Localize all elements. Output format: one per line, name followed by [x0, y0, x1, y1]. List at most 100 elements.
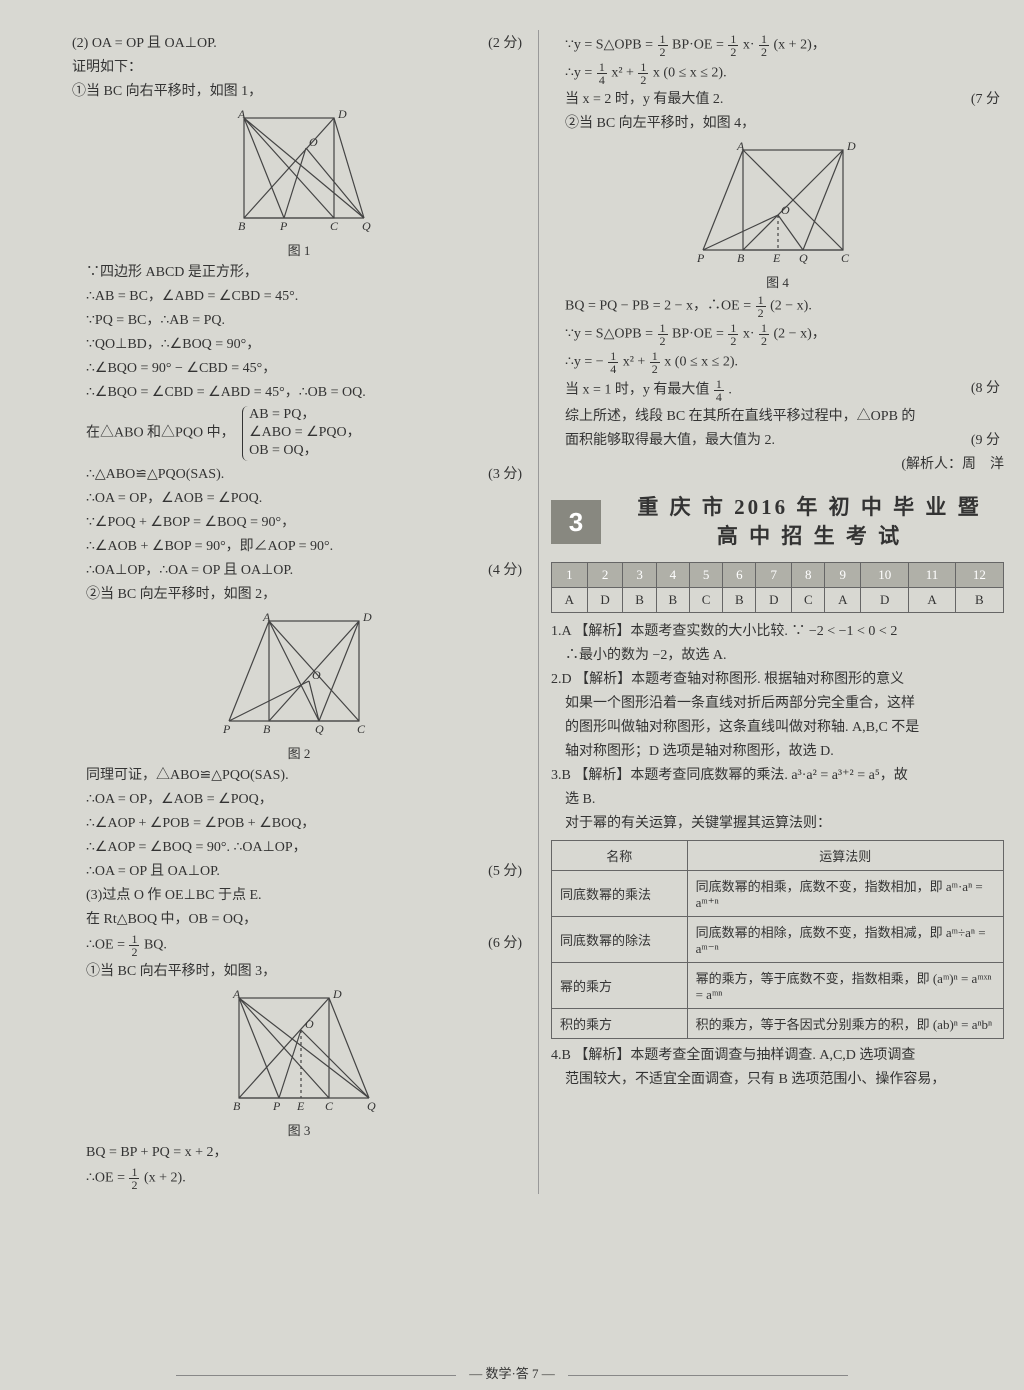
text-span: ∴OE = — [86, 1170, 128, 1185]
fraction: 12 — [728, 322, 738, 347]
score-mark: (9 分 — [971, 430, 1000, 451]
text-span: (x + 2)， — [774, 38, 826, 53]
text-line: ∴OA = OP，∠AOB = ∠POQ， — [72, 789, 526, 810]
text-line: ①当 BC 向右平移时，如图 1， — [72, 81, 526, 102]
text-line: ∵∠POQ + ∠BOP = ∠BOQ = 90°， — [72, 512, 526, 533]
section-header: 3 重 庆 市 2016 年 初 中 毕 业 暨 高 中 招 生 考 试 — [551, 493, 1004, 552]
text-span: (2 − x). — [770, 299, 812, 314]
author-line: (解析人：周 洋 — [551, 454, 1004, 475]
brace-group: AB = PQ， ∠ABO = ∠PQO， OB = OQ， — [242, 406, 361, 461]
svg-text:D: D — [337, 108, 347, 121]
text-line: ∵y = S△OPB = 12 BP·OE = 12 x· 12 (2 − x)… — [551, 322, 1004, 347]
svg-text:E: E — [296, 1099, 305, 1113]
text-span: x² + — [623, 355, 649, 370]
text-line: (2) OA = OP 且 OA⊥OP. (2 分) — [72, 33, 526, 54]
fraction: 14 — [608, 350, 618, 375]
text-line: ∵PQ = BC，∴AB = PQ. — [72, 310, 526, 331]
text-span: (x + 2). — [144, 1170, 186, 1185]
svg-text:A: A — [232, 988, 241, 1001]
proof-step: (2) OA = OP 且 OA⊥OP. — [72, 36, 217, 51]
fraction: 12 — [658, 322, 668, 347]
footer-text: 数学·答 7 — [485, 1366, 538, 1381]
analysis-line: 2.D 【解析】本题考查轴对称图形. 根据轴对称图形的意义 — [551, 669, 1004, 690]
fraction: 12 — [658, 33, 668, 58]
text-line: ∴y = − 14 x² + 12 x (0 ≤ x ≤ 2). — [551, 350, 1004, 375]
table-cell: 幂的乘方 — [552, 962, 688, 1008]
table-header: 5 — [689, 562, 722, 587]
score-mark: (8 分 — [971, 378, 1000, 399]
score-mark: (5 分) — [488, 861, 522, 882]
analysis-line: ∴最小的数为 −2，故选 A. — [551, 645, 1004, 666]
text-line: ∴△ABO≌△PQO(SAS). (3 分) — [72, 464, 526, 485]
text-line: 当 x = 2 时，y 有最大值 2. (7 分 — [551, 89, 1004, 110]
svg-text:O: O — [781, 203, 790, 217]
text-line: (3)过点 O 作 OE⊥BC 于点 E. — [72, 885, 526, 906]
svg-text:C: C — [357, 722, 366, 736]
figure-label: 图 3 — [72, 1120, 526, 1139]
text-span: (2 − x)， — [774, 327, 826, 342]
text-span: x (0 ≤ x ≤ 2). — [653, 66, 727, 81]
text-line: 面积能够取得最大值，最大值为 2. (9 分 — [551, 430, 1004, 451]
fraction: 12 — [650, 350, 660, 375]
svg-text:B: B — [233, 1099, 241, 1113]
table-header: 运算法则 — [687, 840, 1003, 870]
text-span: ∵y = S△OPB = — [565, 38, 657, 53]
analysis-line: 范围较大，不适宜全面调查，只有 B 选项范围小、操作容易， — [551, 1069, 1004, 1090]
score-mark: (6 分) — [488, 933, 522, 954]
table-cell: A — [909, 587, 956, 612]
score-mark: (7 分 — [971, 89, 1000, 110]
fraction: 12 — [759, 33, 769, 58]
table-header: 3 — [623, 562, 656, 587]
analysis-line: 3.B 【解析】本题考查同底数幂的乘法. a³·a² = a³⁺² = a⁵，故 — [551, 765, 1004, 786]
table-cell: D — [756, 587, 792, 612]
analysis-line: 对于幂的有关运算，关键掌握其运算法则： — [551, 813, 1004, 834]
text-span: x² + — [611, 66, 637, 81]
text-line: 当 x = 1 时，y 有最大值 14 . (8 分 — [551, 378, 1004, 403]
fraction: 12 — [759, 322, 769, 347]
svg-text:O: O — [312, 668, 321, 682]
table-cell: C — [792, 587, 825, 612]
text-line: ∵四边形 ABCD 是正方形， — [72, 262, 526, 283]
text-span: 在△ABO 和△PQO 中， — [86, 426, 235, 441]
figure-label: 图 2 — [72, 743, 526, 762]
table-cell: 同底数幂的相乘，底数不变，指数相加，即 aᵐ·aⁿ = aᵐ⁺ⁿ — [687, 870, 1003, 916]
text-line: ∴∠BQO = ∠CBD = ∠ABD = 45°，∴OB = OQ. — [72, 382, 526, 403]
title-line: 重 庆 市 2016 年 初 中 毕 业 暨 — [615, 493, 1004, 522]
text-span: ∴△ABO≌△PQO(SAS). — [86, 467, 224, 482]
table-header-row: 名称 运算法则 — [552, 840, 1004, 870]
table-cell: A — [552, 587, 588, 612]
text-line: ∴∠AOP + ∠POB = ∠POB + ∠BOQ， — [72, 813, 526, 834]
figure-3: AD O BP EC Q 图 3 — [72, 988, 526, 1139]
text-span: ∴OE = — [86, 937, 128, 952]
text-line: ∴OA = OP 且 OA⊥OP. (5 分) — [72, 861, 526, 882]
svg-text:B: B — [737, 251, 745, 265]
text-line: ∵QO⊥BD，∴∠BOQ = 90°， — [72, 334, 526, 355]
svg-text:Q: Q — [367, 1099, 376, 1113]
score-mark: (4 分) — [488, 560, 522, 581]
table-row: ADBBCBDCADAB — [552, 587, 1004, 612]
analysis-line: 如果一个图形沿着一条直线对折后两部分完全重合，这样 — [551, 693, 1004, 714]
figure-label: 图 4 — [551, 272, 1004, 291]
svg-text:P: P — [272, 1099, 281, 1113]
text-line: BQ = BP + PQ = x + 2， — [72, 1142, 526, 1163]
table-cell: B — [623, 587, 656, 612]
text-line: ②当 BC 向左平移时，如图 2， — [72, 584, 526, 605]
text-span: ∴OA⊥OP，∴OA = OP 且 OA⊥OP. — [86, 563, 293, 578]
fraction: 12 — [129, 933, 139, 958]
text-span: . — [728, 383, 732, 398]
right-column: ∵y = S△OPB = 12 BP·OE = 12 x· 12 (x + 2)… — [538, 30, 1016, 1194]
fraction: 12 — [728, 33, 738, 58]
svg-text:O: O — [305, 1017, 314, 1031]
analysis-line: 的图形叫做轴对称图形，这条直线叫做对称轴. A,B,C 不是 — [551, 717, 1004, 738]
brace-line: AB = PQ， — [249, 406, 361, 424]
table-cell: 同底数幂的相除，底数不变，指数相减，即 aᵐ÷aⁿ = aᵐ⁻ⁿ — [687, 916, 1003, 962]
analysis-line: 选 B. — [551, 789, 1004, 810]
figure-4: AD O PB EQ C 图 4 — [551, 140, 1004, 291]
svg-text:P: P — [222, 722, 231, 736]
svg-text:B: B — [238, 219, 246, 233]
table-header: 12 — [955, 562, 1003, 587]
table-header: 7 — [756, 562, 792, 587]
text-line: ∴∠AOP = ∠BOQ = 90°. ∴OA⊥OP， — [72, 837, 526, 858]
fraction: 12 — [129, 1166, 139, 1191]
table-row: 同底数幂的除法 同底数幂的相除，底数不变，指数相减，即 aᵐ÷aⁿ = aᵐ⁻ⁿ — [552, 916, 1004, 962]
